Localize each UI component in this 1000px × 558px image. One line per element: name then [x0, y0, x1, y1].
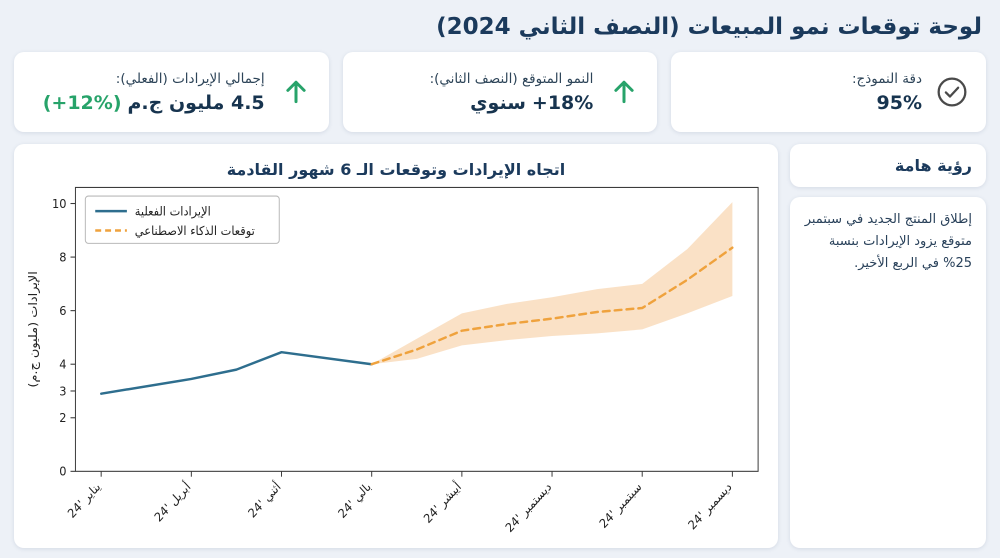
insight-body-card: إطلاق المنتج الجديد في سبتمبر متوقع يزود… — [790, 197, 986, 548]
forecast-line — [370, 246, 734, 366]
y-axis-label: الإيرادات (مليون ج.م) — [25, 271, 40, 387]
insight-title-card: رؤية هامة — [790, 144, 986, 187]
main-row: رؤية هامة إطلاق المنتج الجديد في سبتمبر … — [14, 144, 986, 548]
kpi-value-text: 95% — [876, 91, 922, 114]
x-tick-label: سبتمبر '24 — [597, 479, 645, 531]
kpi-label-expected-growth: النمو المتوقع (النصف الثاني): — [429, 70, 594, 87]
kpi-value-suffix: سنوي — [470, 91, 526, 114]
x-tick-label: بالي '24 — [335, 479, 373, 521]
y-tick-label: 4 — [59, 357, 66, 372]
x-tick-label: أيبشر '24 — [420, 479, 464, 527]
kpi-value-total-revenue: 4.5 مليون ج.م (+12%) — [43, 92, 265, 114]
chart-card: اتجاه الإيرادات وتوقعات الـ 6 شهور القاد… — [14, 144, 778, 548]
y-tick-label: 3 — [59, 384, 66, 399]
x-tick-label: يناير '24 — [65, 479, 104, 521]
x-tick-label: أثني '24 — [245, 479, 284, 521]
kpi-card-expected-growth: النمو المتوقع (النصف الثاني): +18% سنوي — [342, 52, 658, 132]
kpi-text: إجمالي الإيرادات (الفعلي): 4.5 مليون ج.م… — [43, 71, 265, 114]
arrow-up-icon — [607, 76, 639, 108]
y-tick-label: 10 — [52, 196, 66, 211]
kpi-value-expected-growth: +18% سنوي — [430, 91, 594, 114]
kpi-card-model-accuracy: دقة النموذج: 95% — [671, 52, 986, 132]
page-title: لوحة توقعات نمو المبيعات (النصف الثاني 2… — [436, 14, 982, 40]
legend-label: الإيرادات الفعلية — [135, 204, 211, 220]
arrow-up-icon — [279, 76, 311, 108]
kpi-value-model-accuracy: 95% — [852, 92, 922, 114]
confidence-band — [371, 202, 733, 365]
legend-box — [84, 195, 280, 244]
insight-panel: رؤية هامة إطلاق المنتج الجديد في سبتمبر … — [790, 144, 986, 548]
x-tick-label: ديستمبر '24 — [503, 479, 555, 536]
insight-text: إطلاق المنتج الجديد في سبتمبر متوقع يزود… — [804, 212, 972, 272]
sales-forecast-dashboard: لوحة توقعات نمو المبيعات (النصف الثاني 2… — [0, 14, 1000, 558]
plot-frame — [74, 186, 759, 472]
kpi-label-total-revenue: إجمالي الإيرادات (الفعلي): — [115, 70, 265, 87]
kpi-card-total-revenue: إجمالي الإيرادات (الفعلي): 4.5 مليون ج.م… — [13, 52, 329, 132]
kpi-label-model-accuracy: دقة النموذج: — [852, 70, 922, 87]
y-tick-label: 6 — [59, 303, 66, 318]
kpi-text: دقة النموذج: 95% — [852, 71, 922, 114]
y-tick-label: 2 — [59, 411, 66, 426]
actual-line — [100, 350, 373, 395]
kpi-value-delta: (+12%) — [42, 91, 122, 114]
kpi-row: دقة النموذج: 95% النمو المتوقع (النصف ال… — [13, 52, 986, 132]
revenue-forecast-chart: 0 2 3 4 6 8 10 يناير '24 أبريل '24 أثني '24 بالي '… — [25, 186, 759, 536]
x-tick-label: ديسمبر '24 — [685, 479, 735, 533]
legend-label: توقعات الذكاء الاصطناعي — [135, 223, 255, 239]
y-tick-label: 8 — [59, 250, 66, 265]
kpi-value-text: +18% — [531, 91, 594, 114]
kpi-value-text: 4.5 مليون ج.م — [127, 91, 265, 114]
y-tick-label: 0 — [59, 464, 66, 479]
chart-title: اتجاه الإيرادات وتوقعات الـ 6 شهور القاد… — [226, 160, 566, 179]
insight-title: رؤية هامة — [894, 156, 972, 175]
x-tick-label: أبريل '24 — [151, 479, 194, 526]
check-circle-icon — [936, 76, 968, 108]
kpi-text: النمو المتوقع (النصف الثاني): +18% سنوي — [430, 71, 594, 114]
